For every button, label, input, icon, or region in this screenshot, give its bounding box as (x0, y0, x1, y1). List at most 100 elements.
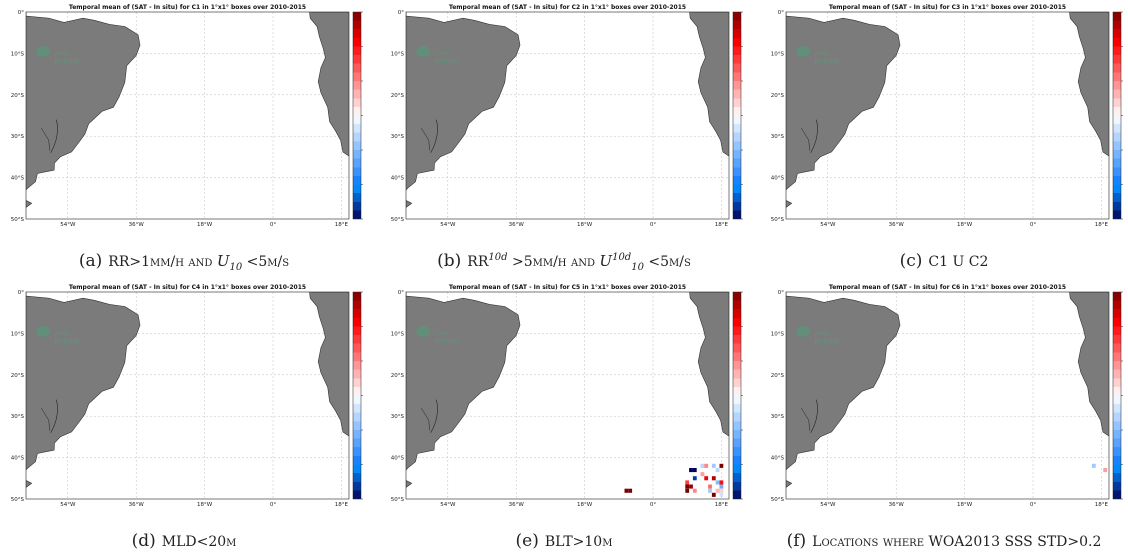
panel-caption: (a) RR>1mm/h and U10 <5m/s (4, 251, 364, 273)
data-cell (700, 472, 705, 477)
x-tick-label: 36°W (889, 502, 905, 508)
y-tick-label: 0° (398, 290, 404, 296)
data-cell (700, 463, 705, 468)
x-tick-label: 36°W (129, 502, 145, 508)
svg-text:pi-mep: pi-mep (815, 57, 840, 65)
y-tick-label: 50°S (11, 217, 25, 223)
panel-e: Temporal mean of (SAT - In situ) for C5 … (384, 283, 744, 553)
panel-title: Temporal mean of (SAT - In situ) for C4 … (69, 284, 306, 291)
y-tick-label: 0° (778, 10, 784, 16)
data-cell (692, 468, 697, 473)
data-cell (685, 480, 690, 485)
land-patagonia (406, 200, 413, 208)
y-tick-label: 50°S (771, 217, 785, 223)
x-tick-label: 54°W (820, 222, 836, 228)
x-tick-label: 18°E (715, 502, 729, 508)
data-cell (685, 484, 690, 489)
y-tick-label: 10°S (11, 331, 25, 337)
panel-c: Temporal mean of (SAT - In situ) for C3 … (764, 3, 1124, 273)
y-tick-label: 40°S (391, 456, 405, 462)
panel-title: Temporal mean of (SAT - In situ) for C6 … (829, 284, 1066, 291)
x-tick-label: 18°E (335, 502, 349, 508)
x-tick-label: 54°W (60, 502, 76, 508)
caption-text: U (216, 252, 230, 270)
map-figure-c: Temporal mean of (SAT - In situ) for C3 … (771, 4, 1123, 228)
y-tick-label: 30°S (11, 134, 25, 140)
caption-text: BLT>10m (544, 534, 613, 550)
x-tick-label: 18°W (577, 222, 593, 228)
data-cell (1091, 463, 1096, 468)
colorbar (352, 291, 362, 500)
caption-text: C1 U C2 (928, 254, 989, 270)
land-patagonia (26, 480, 33, 488)
y-tick-label: 0° (398, 10, 404, 16)
y-tick-label: 10°S (391, 331, 405, 337)
data-cell (704, 476, 709, 481)
panel-caption: (e) BLT>10m (384, 531, 744, 551)
caption-text: MLD<20m (161, 534, 237, 550)
caption-label: (a) (78, 251, 103, 271)
y-tick-label: 30°S (391, 134, 405, 140)
data-cell (711, 476, 716, 481)
data-cell (1103, 468, 1108, 473)
data-cell (715, 480, 720, 485)
y-tick-label: 40°S (391, 176, 405, 182)
y-tick-label: 40°S (11, 176, 25, 182)
data-cell (715, 468, 720, 473)
x-tick-label: 36°W (509, 502, 525, 508)
x-tick-label: 36°W (129, 222, 145, 228)
data-cell (708, 488, 712, 493)
data-cell (719, 492, 724, 497)
land-patagonia (406, 480, 413, 488)
caption-text: 10 (631, 262, 644, 273)
caption-text: <5m/s (242, 254, 290, 270)
land-africa (689, 292, 729, 437)
data-cell (689, 468, 693, 473)
x-tick-label: 18°E (335, 222, 349, 228)
y-tick-label: 40°S (11, 456, 25, 462)
panel-caption: (f) Locations where WOA2013 SSS STD>0.2 (764, 531, 1124, 551)
caption-text: 10d (612, 252, 632, 263)
land-patagonia (786, 480, 793, 488)
x-tick-label: 36°W (509, 222, 525, 228)
caption-text: RR (467, 254, 489, 270)
map-figure-b: Temporal mean of (SAT - In situ) for C2 … (391, 4, 743, 228)
caption-label: (f) (786, 531, 807, 551)
svg-text:salinity: salinity (435, 331, 450, 336)
svg-text:salinity: salinity (55, 51, 70, 56)
data-cell (692, 488, 697, 493)
y-tick-label: 30°S (771, 414, 785, 420)
y-tick-label: 50°S (391, 217, 405, 223)
data-cell (711, 492, 716, 497)
colorbar (1112, 11, 1122, 220)
data-cell (711, 463, 716, 468)
data-cell (685, 488, 690, 493)
x-tick-label: 18°E (715, 222, 729, 228)
data-cell (719, 484, 724, 489)
caption-text: <5m/s (643, 254, 691, 270)
y-tick-label: 20°S (11, 373, 25, 379)
y-tick-label: 20°S (11, 93, 25, 99)
data-cell (715, 488, 720, 493)
y-tick-label: 50°S (11, 497, 25, 503)
caption-label: (c) (899, 251, 923, 271)
y-tick-label: 50°S (391, 497, 405, 503)
map-figure-f: Temporal mean of (SAT - In situ) for C6 … (771, 284, 1123, 508)
panel-caption: (b) RR10d >5mm/h and U10d10 <5m/s (384, 251, 744, 273)
x-tick-label: 0° (650, 222, 656, 228)
y-tick-label: 20°S (771, 93, 785, 99)
y-tick-label: 10°S (771, 51, 785, 57)
map-figure-a: Temporal mean of (SAT - In situ) for C1 … (11, 4, 363, 228)
svg-text:salinity: salinity (815, 51, 830, 56)
caption-text: >5mm/h and (507, 254, 600, 270)
colorbar (732, 11, 742, 220)
y-tick-label: 0° (18, 10, 24, 16)
panel-d: Temporal mean of (SAT - In situ) for C4 … (4, 283, 364, 553)
data-cell (708, 484, 712, 489)
y-tick-label: 20°S (391, 373, 405, 379)
y-tick-label: 20°S (771, 373, 785, 379)
y-tick-label: 0° (18, 290, 24, 296)
